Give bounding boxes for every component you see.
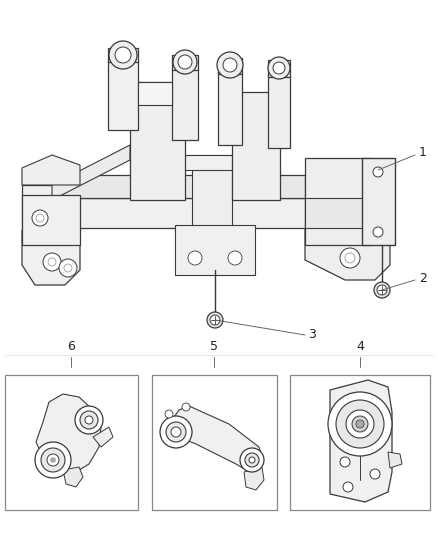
Circle shape [217, 52, 243, 78]
Polygon shape [130, 155, 232, 170]
Polygon shape [93, 427, 113, 447]
Circle shape [240, 448, 264, 472]
Text: 2: 2 [419, 271, 427, 285]
Circle shape [373, 167, 383, 177]
Circle shape [370, 469, 380, 479]
Circle shape [109, 41, 137, 69]
Circle shape [340, 248, 360, 268]
Circle shape [268, 57, 290, 79]
Circle shape [50, 457, 56, 463]
Bar [290, 375, 430, 510]
Polygon shape [164, 406, 262, 470]
Circle shape [36, 214, 44, 222]
Circle shape [345, 253, 355, 263]
Text: 3: 3 [308, 328, 316, 342]
Polygon shape [388, 452, 402, 468]
Circle shape [373, 227, 383, 237]
Circle shape [340, 457, 350, 467]
Circle shape [328, 392, 392, 456]
Circle shape [343, 482, 353, 492]
Text: 4: 4 [356, 340, 364, 353]
Polygon shape [52, 175, 305, 198]
Circle shape [377, 285, 387, 295]
Circle shape [80, 411, 98, 429]
Polygon shape [172, 55, 198, 70]
Circle shape [223, 58, 237, 72]
Polygon shape [172, 68, 198, 140]
Polygon shape [218, 72, 242, 145]
Circle shape [35, 442, 71, 478]
Polygon shape [268, 60, 290, 77]
Circle shape [85, 416, 93, 424]
Circle shape [336, 400, 384, 448]
Circle shape [207, 312, 223, 328]
Circle shape [356, 420, 364, 428]
Circle shape [273, 62, 285, 74]
Polygon shape [218, 58, 242, 74]
Circle shape [173, 50, 197, 74]
Polygon shape [55, 205, 310, 225]
Circle shape [43, 253, 61, 271]
Polygon shape [36, 394, 101, 472]
Circle shape [48, 258, 56, 266]
Circle shape [165, 410, 173, 418]
Polygon shape [232, 92, 280, 200]
Circle shape [210, 315, 220, 325]
Polygon shape [305, 158, 370, 245]
Polygon shape [52, 145, 130, 200]
Polygon shape [175, 225, 255, 275]
Polygon shape [305, 198, 370, 228]
Circle shape [115, 47, 131, 63]
Text: 1: 1 [419, 147, 427, 159]
Polygon shape [22, 185, 55, 228]
Circle shape [75, 406, 103, 434]
Bar [5, 375, 138, 510]
Polygon shape [22, 168, 55, 185]
Polygon shape [108, 60, 138, 130]
Circle shape [374, 282, 390, 298]
Circle shape [64, 264, 72, 272]
Circle shape [59, 259, 77, 277]
Bar [152, 375, 277, 510]
Circle shape [228, 251, 242, 265]
Polygon shape [192, 155, 232, 228]
Polygon shape [305, 228, 390, 280]
Circle shape [249, 457, 255, 463]
Polygon shape [52, 198, 305, 228]
Polygon shape [55, 185, 310, 205]
Polygon shape [130, 82, 185, 200]
Polygon shape [330, 380, 392, 502]
Circle shape [41, 448, 65, 472]
Polygon shape [244, 467, 264, 490]
Polygon shape [362, 158, 395, 245]
Circle shape [182, 403, 190, 411]
Circle shape [47, 454, 59, 466]
Polygon shape [268, 75, 290, 148]
Polygon shape [30, 50, 370, 240]
Circle shape [178, 55, 192, 69]
Polygon shape [22, 230, 80, 285]
Polygon shape [138, 82, 172, 105]
Polygon shape [22, 155, 80, 185]
Circle shape [245, 453, 259, 467]
Circle shape [352, 416, 368, 432]
Polygon shape [22, 195, 80, 245]
Circle shape [32, 210, 48, 226]
Circle shape [346, 410, 374, 438]
Circle shape [171, 427, 181, 437]
Circle shape [166, 422, 186, 442]
Text: 5: 5 [210, 340, 218, 353]
Circle shape [160, 416, 192, 448]
Polygon shape [108, 48, 138, 62]
Polygon shape [63, 467, 83, 487]
Circle shape [188, 251, 202, 265]
Text: 6: 6 [67, 340, 75, 353]
